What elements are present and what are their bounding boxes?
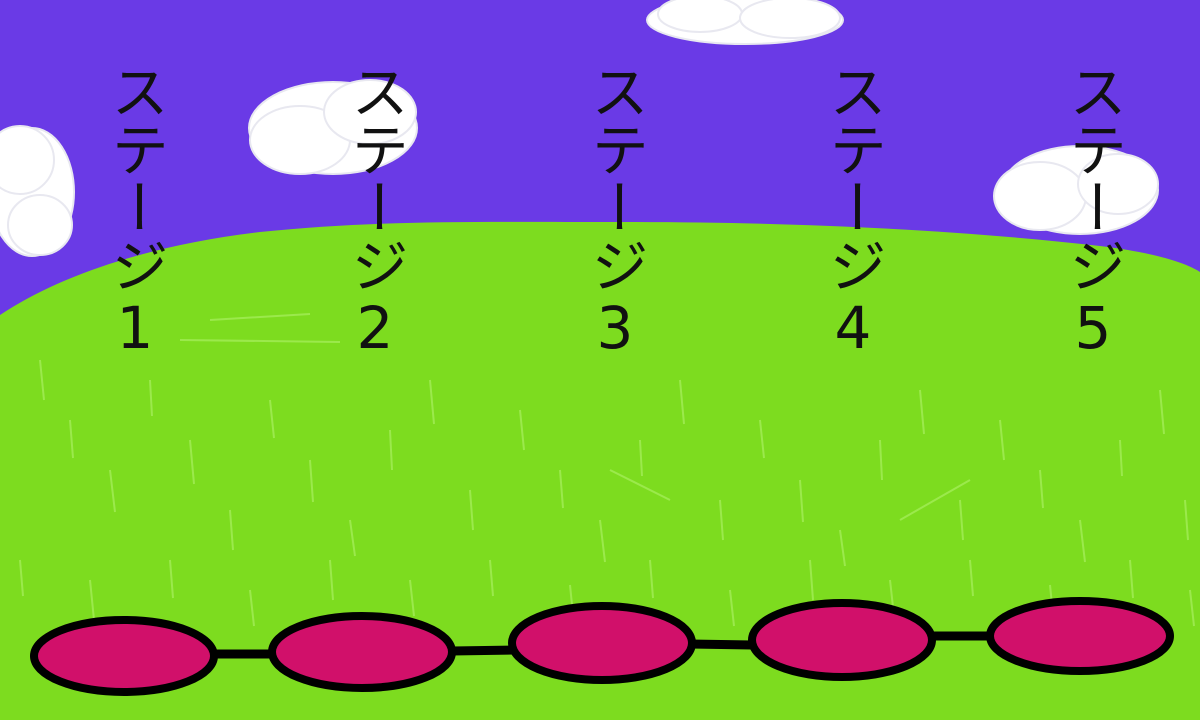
path-connector xyxy=(685,639,757,650)
cloud xyxy=(646,0,844,45)
stage-label-2[interactable]: ステージ2 xyxy=(341,62,409,362)
stage-label-3[interactable]: ステージ3 xyxy=(581,62,649,362)
path-connector xyxy=(447,645,519,656)
grass-field xyxy=(0,221,1200,720)
cloud xyxy=(0,125,75,257)
stage-node-1[interactable] xyxy=(30,616,218,696)
grass-texture xyxy=(19,313,1195,627)
stage-node-5[interactable] xyxy=(986,597,1174,675)
cloud xyxy=(993,145,1159,235)
stage-node-4[interactable] xyxy=(748,599,936,681)
stage-label-4[interactable]: ステージ4 xyxy=(819,62,887,362)
stage-nodes xyxy=(30,597,1174,696)
cloud xyxy=(248,79,418,175)
stage-label-5[interactable]: ステージ5 xyxy=(1059,62,1127,362)
stage-node-3[interactable] xyxy=(508,602,696,684)
stage-label-1[interactable]: ステージ1 xyxy=(101,62,169,362)
stage-path xyxy=(207,631,997,659)
stage-node-2[interactable] xyxy=(268,612,456,692)
